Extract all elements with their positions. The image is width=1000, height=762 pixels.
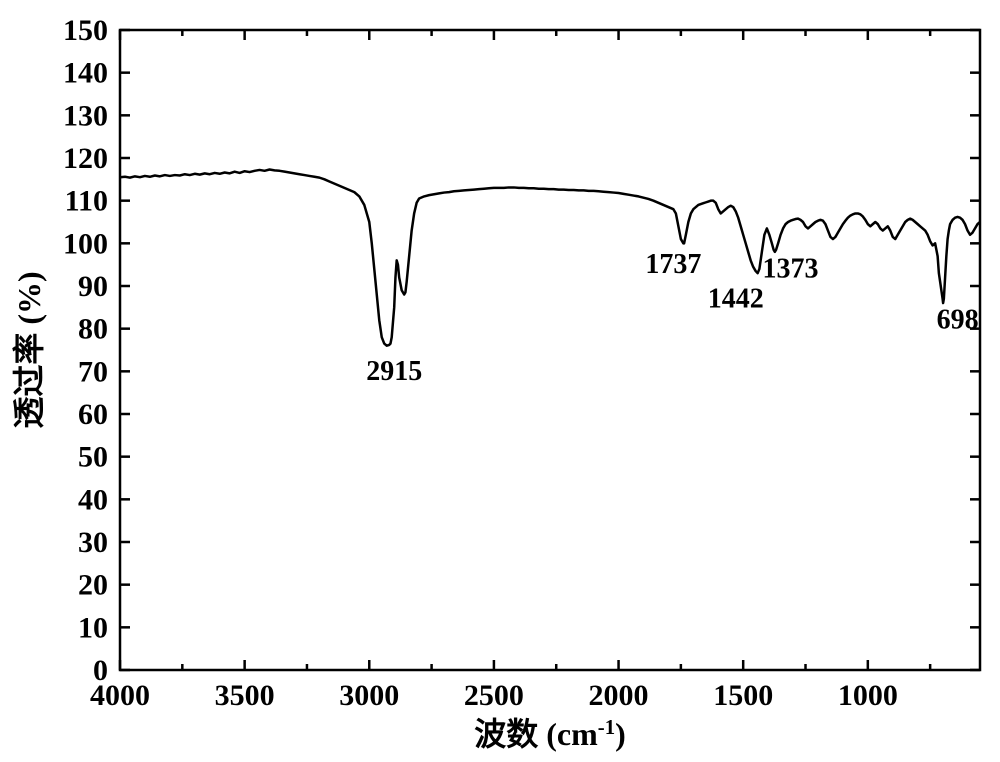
- chart-svg: 4000350030002500200015001000010203040506…: [0, 0, 1000, 762]
- svg-text:1500: 1500: [713, 679, 773, 712]
- svg-text:3500: 3500: [215, 679, 275, 712]
- svg-text:50: 50: [78, 441, 108, 474]
- svg-text:30: 30: [78, 526, 108, 559]
- svg-text:2500: 2500: [464, 679, 524, 712]
- svg-text:140: 140: [63, 57, 108, 90]
- svg-text:1373: 1373: [763, 253, 819, 284]
- svg-text:2000: 2000: [589, 679, 649, 712]
- svg-text:60: 60: [78, 398, 108, 431]
- svg-text:2915: 2915: [366, 356, 422, 387]
- svg-text:20: 20: [78, 569, 108, 602]
- svg-text:120: 120: [63, 142, 108, 175]
- ftir-chart: 4000350030002500200015001000010203040506…: [0, 0, 1000, 762]
- svg-text:150: 150: [63, 14, 108, 47]
- svg-text:110: 110: [65, 185, 108, 218]
- svg-text:1000: 1000: [838, 679, 898, 712]
- svg-text:10: 10: [78, 611, 108, 644]
- svg-text:40: 40: [78, 483, 108, 516]
- svg-text:80: 80: [78, 313, 108, 346]
- svg-text:1442: 1442: [708, 283, 764, 314]
- svg-text:0: 0: [93, 654, 108, 687]
- svg-text:透过率 (%): 透过率 (%): [11, 271, 47, 428]
- svg-text:90: 90: [78, 270, 108, 303]
- svg-text:1737: 1737: [645, 249, 701, 280]
- svg-text:698: 698: [937, 305, 979, 336]
- svg-text:100: 100: [63, 227, 108, 260]
- svg-text:130: 130: [63, 99, 108, 132]
- svg-text:3000: 3000: [339, 679, 399, 712]
- svg-text:70: 70: [78, 355, 108, 388]
